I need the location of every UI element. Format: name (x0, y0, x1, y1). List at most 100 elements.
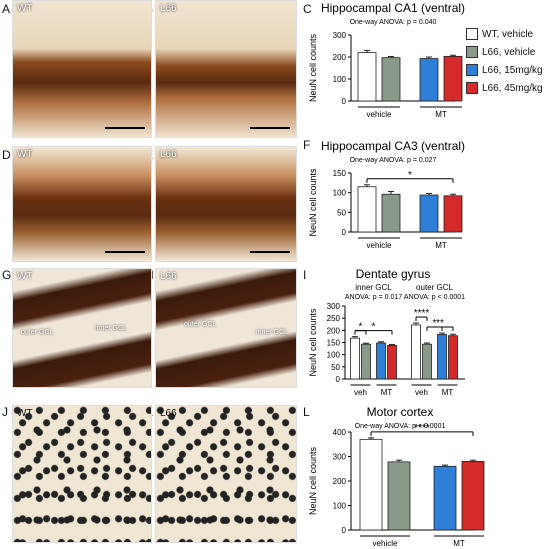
scale-bar (250, 251, 290, 253)
panel-label-l: L (303, 405, 310, 419)
scale-bar (105, 251, 145, 253)
y-tick-label: 150 (327, 339, 341, 348)
significance-label: * (372, 322, 376, 333)
y-axis-label: NeuN cell counts (308, 308, 318, 377)
bar (443, 55, 463, 102)
panel-label-d: D (2, 148, 11, 162)
legend-swatch (466, 82, 478, 94)
chart-title: Hippocampal CA1 (ventral) (321, 1, 465, 15)
legend-label: L66, 15mg/kg (482, 64, 543, 76)
group-label: veh (415, 388, 428, 397)
legend: WT, vehicle L66, vehicle L66, 15mg/kg L6… (466, 28, 543, 100)
significance-label: * (359, 322, 363, 333)
bar (361, 343, 371, 380)
inner-gcl-label: inner GCL (95, 325, 127, 332)
micrograph-e: L66 (155, 146, 297, 262)
y-tick-label: 100 (333, 502, 347, 511)
chart-ca3: Hippocampal CA3 (ventral) One-way ANOVA: … (308, 139, 465, 250)
bar (357, 186, 377, 233)
bar (387, 345, 397, 380)
significance-label: **** (414, 423, 430, 434)
y-tick-label: 50 (331, 363, 340, 372)
micrograph-k: L66 (155, 405, 297, 543)
bar (461, 461, 485, 531)
group-label: vehicle (373, 539, 398, 548)
significance-label: **** (414, 308, 430, 319)
scale-bar (250, 127, 290, 129)
bar (422, 343, 432, 380)
bar (381, 193, 401, 233)
y-tick-label: 100 (333, 189, 347, 198)
panel-label-j: J (2, 405, 8, 419)
chart-title: Dentate gyrus (356, 267, 431, 281)
legend-item: L66, 45mg/kg (466, 82, 543, 94)
micrograph-h: L66 outer GCL inner GCL (155, 268, 297, 388)
subgroup-subtitle: ANOVA: p = 0.017 (345, 294, 402, 301)
legend-swatch (466, 28, 478, 40)
bar (433, 465, 457, 531)
micrograph-j: WT (12, 405, 152, 543)
bar (359, 438, 383, 531)
micrograph-g: WT outer GCL inner GCL (12, 268, 152, 388)
group-label: veh (354, 388, 367, 397)
image-tag: WT (17, 271, 33, 282)
micrograph-a: WT (12, 0, 152, 138)
chart-subtitle: One-way ANOVA: p = 0.040 (350, 19, 437, 26)
panel-label-g: G (2, 268, 12, 282)
micrograph-d: WT (12, 146, 152, 262)
outer-gcl-label: outer GCL (184, 321, 217, 328)
y-tick-label: 200 (333, 477, 347, 486)
image-tag: WT (17, 149, 33, 160)
significance-label: * (433, 318, 437, 329)
legend-item: WT, vehicle (466, 28, 543, 40)
bar (381, 57, 401, 102)
chart-dentate-gyrus: Dentate gyrus NeuN cell counts 0 50 100 150 20… (308, 267, 465, 397)
group-label: MT (435, 241, 447, 250)
y-axis-label: NeuN cell counts (308, 168, 318, 237)
group-label: MT (442, 388, 454, 397)
bar (419, 194, 439, 233)
legend-label: WT, vehicle (482, 28, 534, 40)
legend-swatch (466, 64, 478, 76)
bar (411, 324, 421, 380)
legend-label: L66, vehicle (482, 46, 536, 58)
bar (387, 461, 411, 531)
bar (437, 334, 447, 380)
legend-swatch (466, 46, 478, 58)
subgroup-subtitle: ANOVA: p < 0.0001 (404, 294, 465, 301)
y-tick-label: 300 (327, 302, 341, 311)
chart-subtitle: One-way ANOVA: p < 0.0001 (355, 423, 446, 430)
micrograph-b: L66 (155, 0, 297, 138)
significance-label: ** (436, 318, 444, 329)
scale-bar (105, 127, 145, 129)
group-label: vehicle (367, 110, 392, 119)
y-tick-label: 0 (336, 375, 341, 384)
image-tag: WT (17, 3, 33, 14)
y-axis-label: NeuN cell counts (308, 446, 318, 515)
y-tick-label: 150 (333, 169, 347, 178)
y-tick-label: 100 (327, 351, 341, 360)
y-tick-label: 300 (333, 453, 347, 462)
legend-item: L66, 15mg/kg (466, 64, 543, 76)
group-label: vehicle (367, 241, 392, 250)
bar (448, 335, 458, 380)
legend-item: L66, vehicle (466, 46, 543, 58)
y-tick-label: 400 (333, 428, 347, 437)
group-label: MT (435, 110, 447, 119)
significance-label: * (408, 170, 412, 181)
chart-subtitle: One-way ANOVA: p = 0.027 (350, 157, 437, 164)
image-tag: L66 (160, 408, 177, 419)
inner-gcl-label: inner GCL (256, 329, 288, 336)
chart-title: Hippocampal CA3 (ventral) (321, 139, 465, 153)
y-axis-label: NeuN cell counts (308, 33, 318, 102)
y-tick-label: 200 (333, 53, 347, 62)
chart-motor-cortex: Motor cortex One-way ANOVA: p < 0.0001 Neu… (308, 405, 485, 548)
panel-label-f: F (303, 138, 311, 152)
bar (443, 195, 463, 233)
image-tag: L66 (160, 3, 177, 14)
group-label: MT (381, 388, 393, 397)
y-tick-label: 100 (333, 75, 347, 84)
image-tag: L66 (160, 271, 177, 282)
image-tag: WT (17, 408, 33, 419)
outer-gcl-label: outer GCL (21, 329, 54, 336)
